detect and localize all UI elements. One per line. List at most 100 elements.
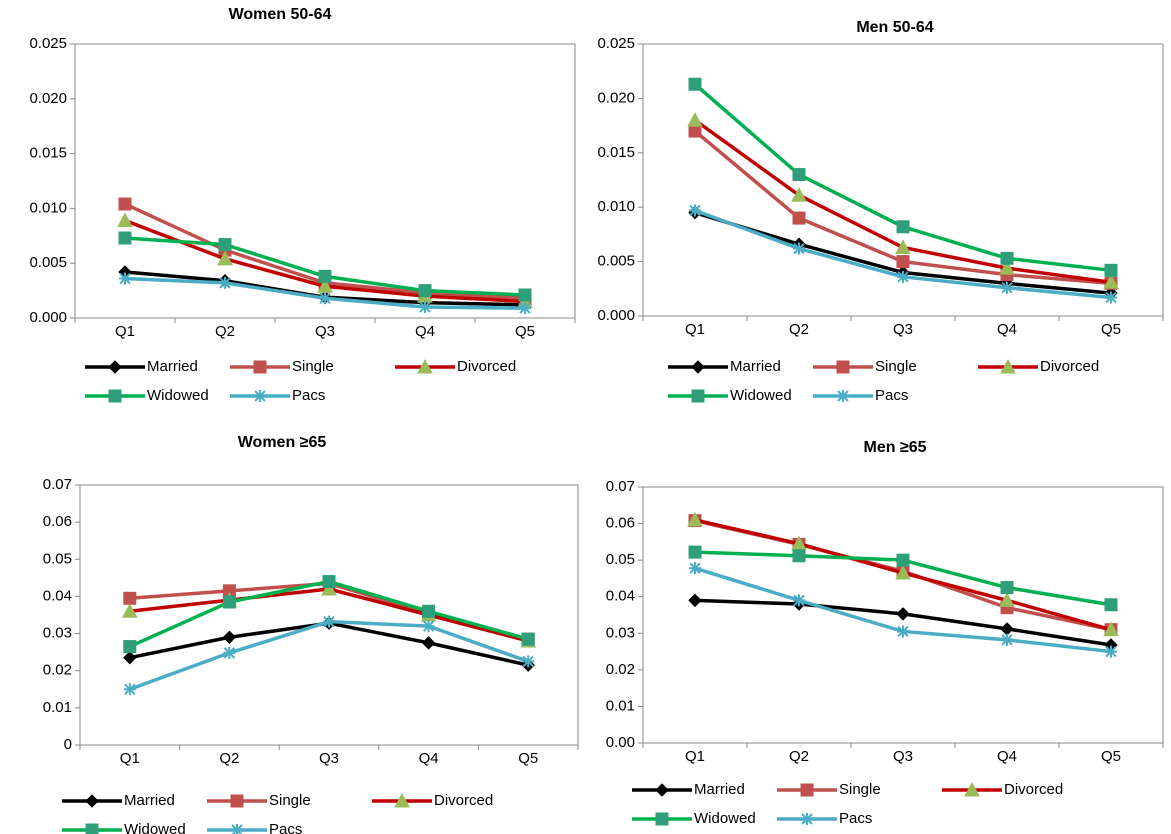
marker (793, 242, 805, 255)
marker (1103, 621, 1119, 637)
marker (687, 112, 703, 127)
marker (119, 272, 131, 285)
legend-label: Pacs (292, 387, 325, 404)
plot-border (74, 43, 576, 319)
marker (108, 360, 122, 374)
chart-title: Men ≥65 (863, 439, 926, 456)
marker (123, 683, 136, 696)
legend-label: Married (124, 792, 175, 809)
marker (791, 187, 807, 202)
y-tick-label: 0.000 (597, 307, 635, 324)
marker (123, 591, 137, 605)
y-tick-label: 0.005 (597, 253, 635, 270)
y-tick-label: 0.00 (606, 734, 635, 751)
legend-label: Pacs (839, 810, 872, 827)
marker (688, 593, 702, 608)
marker (421, 636, 436, 650)
marker (1105, 291, 1117, 304)
marker (522, 655, 535, 668)
marker (1103, 274, 1119, 289)
x-tick-label: Q4 (415, 323, 435, 340)
y-tick-label: 0.07 (606, 478, 635, 495)
marker (108, 389, 122, 403)
marker (323, 615, 335, 628)
marker (1000, 581, 1014, 595)
marker (837, 390, 849, 402)
marker (519, 302, 531, 315)
y-tick-label: 0.03 (43, 625, 72, 642)
marker (85, 823, 99, 834)
legend-label: Single (875, 358, 917, 375)
legend-label: Widowed (147, 387, 209, 404)
marker (118, 231, 132, 245)
series-line (694, 598, 1112, 647)
y-tick-label: 0.020 (29, 90, 67, 107)
x-tick-label: Q4 (997, 748, 1017, 765)
x-tick-label: Q2 (219, 750, 239, 767)
y-tick-label: 0.06 (606, 515, 635, 532)
marker (222, 595, 236, 609)
series-line (129, 587, 529, 643)
marker (118, 197, 132, 211)
y-tick-label: 0.000 (29, 309, 67, 326)
chart-title: Women ≥65 (238, 434, 327, 451)
marker (689, 204, 701, 217)
marker (253, 360, 267, 374)
marker (688, 124, 702, 138)
marker (896, 607, 910, 621)
legend-label: Pacs (875, 387, 908, 404)
x-tick-label: Q1 (115, 323, 135, 340)
marker (394, 792, 410, 808)
marker (688, 77, 702, 91)
y-tick-label: 0.010 (597, 198, 635, 215)
x-tick-label: Q5 (1101, 748, 1121, 765)
marker (230, 794, 244, 808)
legend-label: Divorced (434, 792, 493, 809)
legend-label: Widowed (730, 387, 792, 404)
marker (218, 238, 232, 252)
x-tick-label: Q5 (515, 323, 535, 340)
y-tick-label: 0.02 (43, 662, 72, 679)
legend-label: Married (694, 781, 745, 798)
x-tick-label: Q5 (1101, 321, 1121, 338)
marker (418, 284, 432, 298)
y-tick-label: 0.02 (606, 661, 635, 678)
legend-label: Pacs (269, 821, 302, 834)
x-tick-label: Q3 (315, 323, 335, 340)
marker (121, 603, 138, 618)
x-tick-label: Q2 (789, 748, 809, 765)
marker (222, 630, 237, 644)
marker (792, 168, 806, 182)
x-tick-label: Q4 (419, 750, 439, 767)
marker (123, 651, 137, 665)
y-tick-label: 0.025 (597, 35, 635, 52)
marker (417, 358, 433, 374)
x-tick-label: Q1 (685, 321, 705, 338)
marker (689, 562, 701, 575)
marker (419, 301, 431, 314)
legend-label: Single (292, 358, 334, 375)
y-tick-label: 0.03 (606, 624, 635, 641)
marker (792, 211, 806, 225)
marker (688, 545, 702, 559)
marker (691, 389, 705, 403)
marker (219, 276, 231, 289)
marker (895, 564, 911, 580)
marker (1001, 633, 1013, 646)
marker (836, 360, 850, 374)
legend-label: Divorced (1040, 358, 1099, 375)
marker (318, 269, 332, 283)
marker (897, 270, 909, 283)
x-tick-label: Q5 (518, 750, 538, 767)
marker (231, 824, 243, 834)
marker (896, 220, 910, 234)
x-tick-label: Q2 (215, 323, 235, 340)
y-tick-label: 0.01 (43, 699, 72, 716)
marker (1000, 622, 1014, 636)
y-tick-label: 0.010 (29, 199, 67, 216)
marker (999, 592, 1015, 607)
marker (999, 260, 1015, 275)
chart-title: Women 50-64 (229, 6, 332, 23)
marker (317, 278, 333, 293)
